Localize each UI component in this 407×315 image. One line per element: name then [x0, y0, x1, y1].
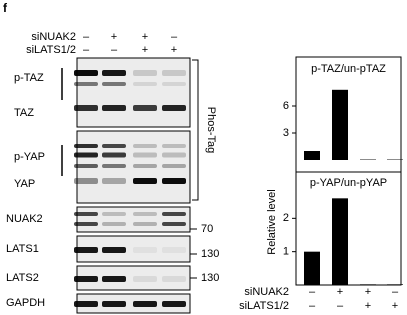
- panel-label: f: [3, 1, 8, 15]
- condition-sign: +: [365, 300, 371, 312]
- bar: [304, 151, 320, 160]
- blot-band: [162, 144, 186, 148]
- marker-label: 130: [201, 272, 219, 284]
- blot-band: [162, 301, 186, 307]
- blot-band: [162, 178, 186, 184]
- blot-band: [74, 301, 98, 307]
- blot-band: [133, 144, 157, 148]
- condition-sign: –: [83, 31, 90, 43]
- blot-band: [133, 164, 157, 168]
- blot-band: [74, 222, 98, 226]
- blot-band: [102, 178, 126, 184]
- chart-title: p-YAP/un-pYAP: [310, 177, 387, 189]
- blot-band: [162, 247, 186, 253]
- band-label: p-TAZ: [14, 72, 44, 84]
- blot-band: [133, 82, 157, 86]
- blot-band: [133, 276, 157, 282]
- blot-band: [162, 82, 186, 86]
- band-label: NUAK2: [6, 213, 43, 225]
- condition-sign: –: [111, 44, 118, 56]
- blot-band: [162, 164, 186, 168]
- band-label: LATS1: [6, 243, 39, 255]
- y-tick-label: 2: [283, 212, 289, 224]
- condition-sign: +: [142, 31, 148, 43]
- bar: [304, 251, 320, 285]
- blot-band: [74, 152, 98, 158]
- condition-sign: –: [83, 44, 90, 56]
- bar: [332, 198, 348, 285]
- blot-band: [74, 247, 98, 253]
- blot-band: [102, 276, 126, 282]
- blot-band: [74, 70, 98, 76]
- blot-panel: [76, 57, 191, 128]
- blot-band: [102, 152, 126, 158]
- y-tick-label: 3: [283, 127, 289, 139]
- blot-band: [102, 164, 126, 168]
- chart-title: p-TAZ/un-pTAZ: [311, 63, 386, 75]
- blot-band: [133, 105, 157, 111]
- blot-band: [133, 212, 157, 216]
- band-label: YAP: [14, 178, 35, 190]
- y-axis-label: Relative level: [266, 189, 278, 254]
- blot-band: [102, 82, 126, 86]
- blot-band: [74, 212, 98, 216]
- condition-sign: –: [309, 300, 316, 312]
- y-tick-label: 1: [283, 246, 289, 258]
- condition-sign: +: [111, 31, 117, 43]
- band-label: GAPDH: [6, 297, 45, 309]
- blot-band: [102, 301, 126, 307]
- blot-band: [133, 152, 157, 158]
- chart-frame: [295, 171, 402, 286]
- band-label: LATS2: [6, 272, 39, 284]
- condition-sign: +: [392, 300, 398, 312]
- blot-band: [74, 144, 98, 148]
- blot-band: [102, 70, 126, 76]
- blot-band: [74, 82, 98, 86]
- blot-band: [74, 178, 98, 184]
- condition-sign: +: [337, 286, 343, 298]
- blot-band: [74, 105, 98, 111]
- blot-band: [162, 276, 186, 282]
- blot-band: [102, 247, 126, 253]
- blot-band: [102, 212, 126, 216]
- blot-band: [162, 212, 186, 216]
- y-tick-label: 6: [283, 100, 289, 112]
- blot-band: [102, 222, 126, 226]
- blot-band: [133, 178, 157, 184]
- blot-band: [133, 222, 157, 226]
- blot-band: [102, 105, 126, 111]
- condition-label: siNUAK2: [244, 286, 289, 298]
- condition-sign: –: [392, 286, 399, 298]
- bar: [387, 284, 403, 285]
- bar: [332, 89, 348, 160]
- condition-sign: +: [142, 44, 148, 56]
- blot-band: [162, 152, 186, 158]
- marker-label: 70: [201, 223, 213, 235]
- phos-tag-bracket: [192, 59, 199, 201]
- marker-label: 130: [201, 248, 219, 260]
- condition-label: siNUAK2: [31, 31, 76, 43]
- condition-sign: +: [171, 44, 177, 56]
- blot-band: [74, 164, 98, 168]
- condition-label: siLATS1/2: [239, 300, 289, 312]
- blot-band: [74, 276, 98, 282]
- bar: [360, 284, 376, 285]
- blot-band: [133, 70, 157, 76]
- condition-label: siLATS1/2: [26, 44, 76, 56]
- band-label: p-YAP: [14, 151, 45, 163]
- blot-band: [162, 105, 186, 111]
- condition-sign: –: [171, 31, 178, 43]
- blot-band: [162, 70, 186, 76]
- blot-band: [133, 247, 157, 253]
- blot-band: [133, 301, 157, 307]
- blot-band: [162, 222, 186, 226]
- condition-sign: –: [337, 300, 344, 312]
- blot-panel: [76, 206, 191, 233]
- gel-label: Phos-Tag: [205, 107, 217, 153]
- band-label: TAZ: [14, 107, 34, 119]
- condition-sign: +: [365, 286, 371, 298]
- blot-band: [102, 144, 126, 148]
- condition-sign: –: [309, 286, 316, 298]
